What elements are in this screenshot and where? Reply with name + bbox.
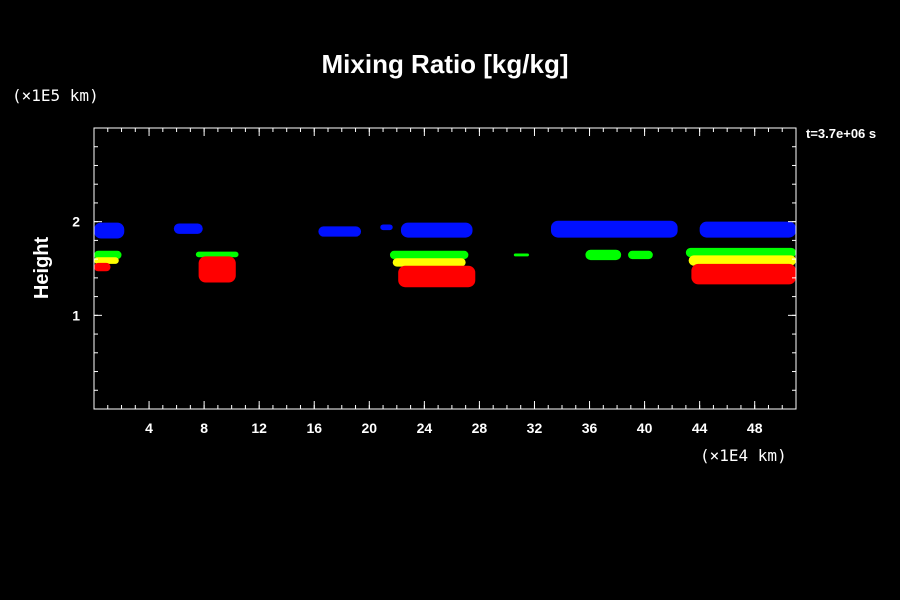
y-axis-label: Height xyxy=(31,237,53,300)
region-green-17 xyxy=(628,250,653,260)
region-green-15 xyxy=(513,253,529,257)
x-tick-labels: 4 8 12 16 20 24 28 32 36 40 44 48 xyxy=(145,420,763,436)
x-tick-label: 44 xyxy=(692,420,708,436)
x-tick-label: 4 xyxy=(145,420,153,436)
region-blue-4 xyxy=(400,222,473,238)
region-red-20 xyxy=(691,263,796,285)
x-tick-label: 12 xyxy=(251,420,267,436)
x-tick-label: 8 xyxy=(200,420,208,436)
region-blue-1 xyxy=(173,223,203,234)
x-tick-label: 40 xyxy=(637,420,653,436)
region-yellow-8 xyxy=(94,257,119,264)
y-tick-labels: 12 xyxy=(72,214,80,324)
region-red-9 xyxy=(94,262,111,272)
major-ticks xyxy=(94,128,796,409)
region-blue-3 xyxy=(380,224,393,231)
region-blue-5 xyxy=(550,220,678,238)
time-label: t=3.7e+06 s xyxy=(806,126,876,141)
x-tick-label: 32 xyxy=(527,420,543,436)
region-green-16 xyxy=(585,249,622,261)
x-unit-label: (×1E4 km) xyxy=(700,446,787,465)
chart-title: Mixing Ratio [kg/kg] xyxy=(322,49,569,79)
y-tick-label: 2 xyxy=(72,214,80,230)
region-green-12 xyxy=(389,250,469,260)
region-red-14 xyxy=(398,265,476,288)
region-blue-0 xyxy=(94,222,125,239)
region-blue-6 xyxy=(699,221,796,238)
region-green-18 xyxy=(685,247,796,258)
region-blue-2 xyxy=(318,226,362,237)
region-red-11 xyxy=(198,256,236,283)
region-green-10 xyxy=(195,251,239,258)
x-tick-label: 24 xyxy=(417,420,433,436)
x-tick-label: 20 xyxy=(362,420,378,436)
x-tick-label: 36 xyxy=(582,420,598,436)
region-green-7 xyxy=(94,250,122,260)
region-yellow-19 xyxy=(688,255,796,266)
y-unit-label: (×1E5 km) xyxy=(12,86,99,105)
data-regions xyxy=(94,220,796,288)
plot-frame xyxy=(93,127,797,410)
region-yellow-13 xyxy=(392,258,466,267)
y-tick-label: 1 xyxy=(72,307,80,323)
x-tick-label: 48 xyxy=(747,420,763,436)
x-tick-label: 28 xyxy=(472,420,488,436)
plot-area xyxy=(93,127,797,410)
x-tick-label: 16 xyxy=(306,420,322,436)
